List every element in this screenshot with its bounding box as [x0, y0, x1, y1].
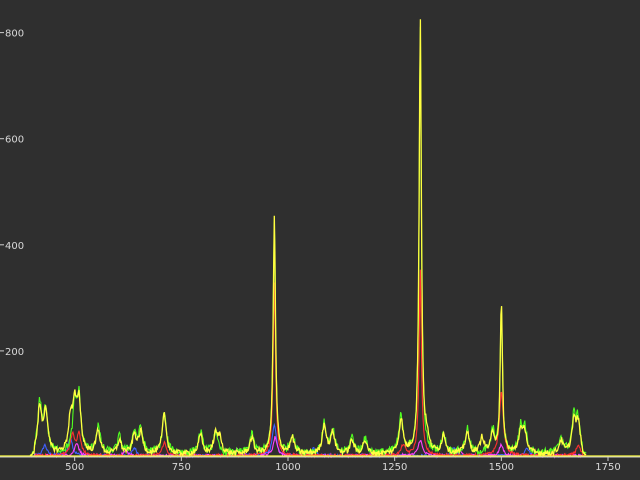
x-tick-label: 750	[172, 462, 191, 473]
y-tick-label: 200	[5, 347, 24, 358]
series-line-0	[29, 19, 587, 458]
x-tick-label: 500	[65, 462, 84, 473]
y-tick-label: 800	[5, 29, 24, 40]
axis-layer: 500 750 1000 1250 1500 1750 200 400 600 800	[0, 29, 640, 473]
y-tick-label: 400	[5, 241, 24, 252]
y-tick-label: 600	[5, 135, 24, 146]
x-tick-label: 1250	[382, 462, 407, 473]
x-tick-label: 1000	[275, 462, 300, 473]
x-tick-label: 1750	[595, 462, 620, 473]
x-tick-label: 1500	[489, 462, 514, 473]
series-layer	[0, 19, 640, 459]
